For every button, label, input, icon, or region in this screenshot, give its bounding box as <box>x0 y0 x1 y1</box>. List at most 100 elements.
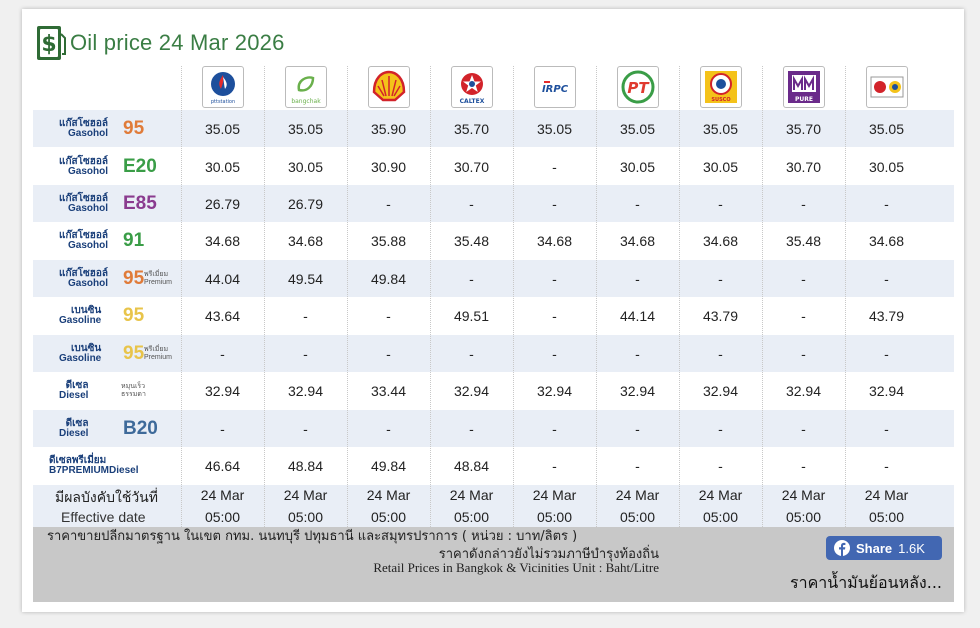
fuel-name: เบนซิน Gasoline <box>59 306 101 326</box>
effective-date-cell: 24 Mar 05:00 <box>679 485 762 527</box>
effective-date-cell: 24 Mar 05:00 <box>762 485 845 527</box>
price-cell: 30.05 <box>204 158 241 175</box>
fuel-label: แก๊สโซฮอล์ Gasohol 91 <box>33 222 180 260</box>
price-cell: - <box>386 195 391 212</box>
fuel-name: ดีเซล Diesel <box>59 418 89 439</box>
fuel-name-th: ดีเซล <box>65 380 89 391</box>
facebook-share-button[interactable]: Share 1.6K <box>826 536 942 560</box>
price-cell: - <box>552 420 557 437</box>
price-history-link[interactable]: ราคาน้ำมันย้อนหลัง... <box>789 573 942 592</box>
shell-logo-icon <box>372 70 406 102</box>
price-cell: - <box>884 345 889 362</box>
price-cell: 32.94 <box>785 383 822 399</box>
price-cell: 35.70 <box>785 120 822 137</box>
price-cell: 44.14 <box>619 308 656 324</box>
effective-date: 24 Mar <box>449 487 494 503</box>
price-cell: 35.05 <box>702 120 739 137</box>
footer-panel: ราคาขายปลีกมาตรฐาน ในเขต กทม. นนทบุรี ปท… <box>33 527 954 602</box>
brand-ptt[interactable]: pttstation <box>182 66 264 108</box>
column-divider <box>596 66 597 527</box>
price-cell: 43.64 <box>204 308 241 324</box>
effective-time: 05:00 <box>785 509 822 525</box>
fuel-pump-icon: $ <box>37 26 66 60</box>
price-cell: - <box>718 420 723 437</box>
fuel-row: ดีเซล Diesel หมุนเร็ว ธรรมดา 32.94 32.94 33.4… <box>33 372 954 410</box>
price-cell: - <box>303 345 308 362</box>
fuel-name-th: เบนซิน <box>71 305 102 316</box>
effective-time: 05:00 <box>204 509 241 525</box>
fuel-row: แก๊สโซฮอล์ Gasohol E85 26.79 26.79 - - - - - - - <box>33 185 954 222</box>
fuel-code: 95 <box>123 342 145 364</box>
brand-pt[interactable]: PT <box>597 66 679 108</box>
price-cell: 34.68 <box>702 233 739 249</box>
fuel-subtitle: พรีเมี่ยม Premium <box>144 270 173 286</box>
price-cell: 44.04 <box>204 270 241 287</box>
price-cell: - <box>635 270 640 287</box>
fuel-name-th: แก๊สโซฮอล์ <box>59 267 108 279</box>
price-cell: - <box>552 195 557 212</box>
fuel-name-th: เบนซิน <box>71 342 102 354</box>
svg-text:pttstation: pttstation <box>211 99 235 105</box>
price-cell: - <box>884 458 889 474</box>
price-cell: - <box>469 270 474 287</box>
fuel-name: แก๊สโซฮอล์ Gasohol <box>59 231 108 251</box>
fuel-name-th: แก๊สโซฮอล์ <box>59 192 108 204</box>
fuel-name: แก๊สโซฮอล์ Gasohol <box>59 118 108 139</box>
price-cell: - <box>801 270 806 287</box>
effective-time: 05:00 <box>619 509 656 525</box>
price-cell: - <box>635 458 640 474</box>
price-cell: - <box>386 308 391 324</box>
fuel-name-en: Gasohol <box>67 240 108 251</box>
share-label: Share <box>856 540 893 556</box>
page-title: Oil price 24 Mar 2026 <box>70 30 285 55</box>
svg-text:SUSCO: SUSCO <box>711 97 730 103</box>
price-cell: - <box>552 458 557 474</box>
effective-label-en: Effective date <box>61 509 146 525</box>
pt-logo-icon: PT <box>621 70 655 104</box>
price-cell: 35.05 <box>204 120 241 137</box>
brand-siamgas[interactable] <box>846 66 928 108</box>
brand-bangchak[interactable]: bangchak <box>265 66 347 108</box>
fuel-name-en: Diesel <box>59 427 89 439</box>
price-cell: 30.05 <box>287 158 324 175</box>
page-header: $ Oil price 24 Mar 2026 <box>36 24 285 62</box>
price-cell: 34.68 <box>287 233 324 249</box>
fuel-label: เบนซิน Gasoline 95 พรีเมี่ยม Premium <box>33 335 180 372</box>
price-cell: 35.90 <box>370 120 407 137</box>
price-cell: - <box>801 308 806 324</box>
brand-caltex[interactable]: CALTEX <box>431 66 513 108</box>
effective-date: 24 Mar <box>366 487 411 503</box>
effective-date: 24 Mar <box>698 487 743 503</box>
price-cell: 26.79 <box>204 195 241 212</box>
brand-logo-row: pttstation bangchak CALTEX <box>182 66 954 108</box>
fuel-label: แก๊สโซฮอล์ Gasohol 95 <box>33 110 180 147</box>
brand-irpc[interactable]: IRPC <box>514 66 596 108</box>
price-cell: - <box>801 345 806 362</box>
price-cell: 32.94 <box>868 383 905 399</box>
price-cell: - <box>386 345 391 362</box>
brand-pure[interactable]: PURE <box>763 66 845 108</box>
effective-date-row: มีผลบังคับใช้วันที่ Effective date 24 Mar 0… <box>33 485 954 527</box>
effective-time: 05:00 <box>536 509 573 525</box>
fuel-row: เบนซิน Gasoline 95 43.64 - - 49.51 - 44.14 43.79 -… <box>33 297 954 335</box>
fuel-label: เบนซิน Gasoline 95 <box>33 297 180 335</box>
fuel-name-th: แก๊สโซฮอล์ <box>59 155 108 167</box>
fuel-name-en: Gasohol <box>67 165 108 177</box>
bangchak-logo-icon: bangchak <box>291 76 321 105</box>
effective-date: 24 Mar <box>781 487 826 503</box>
price-cell: 49.84 <box>370 270 407 287</box>
column-divider <box>181 66 182 527</box>
price-cell: 30.70 <box>785 158 822 175</box>
effective-date: 24 Mar <box>283 487 328 503</box>
price-cell: 34.68 <box>868 233 905 249</box>
price-cell: 46.64 <box>204 458 241 474</box>
price-cell: - <box>552 345 557 362</box>
fuel-name: แก๊สโซฮอล์ Gasohol <box>59 155 108 177</box>
brand-shell[interactable] <box>348 66 430 108</box>
price-cell: - <box>635 420 640 437</box>
fuel-label: แก๊สโซฮอล์ Gasohol E20 <box>33 148 180 185</box>
fuel-code: 95 <box>123 117 145 139</box>
brand-susco[interactable]: SUSCO <box>680 66 762 108</box>
price-cell: 48.84 <box>287 458 324 474</box>
fuel-name: เบนซิน Gasoline <box>59 342 102 364</box>
